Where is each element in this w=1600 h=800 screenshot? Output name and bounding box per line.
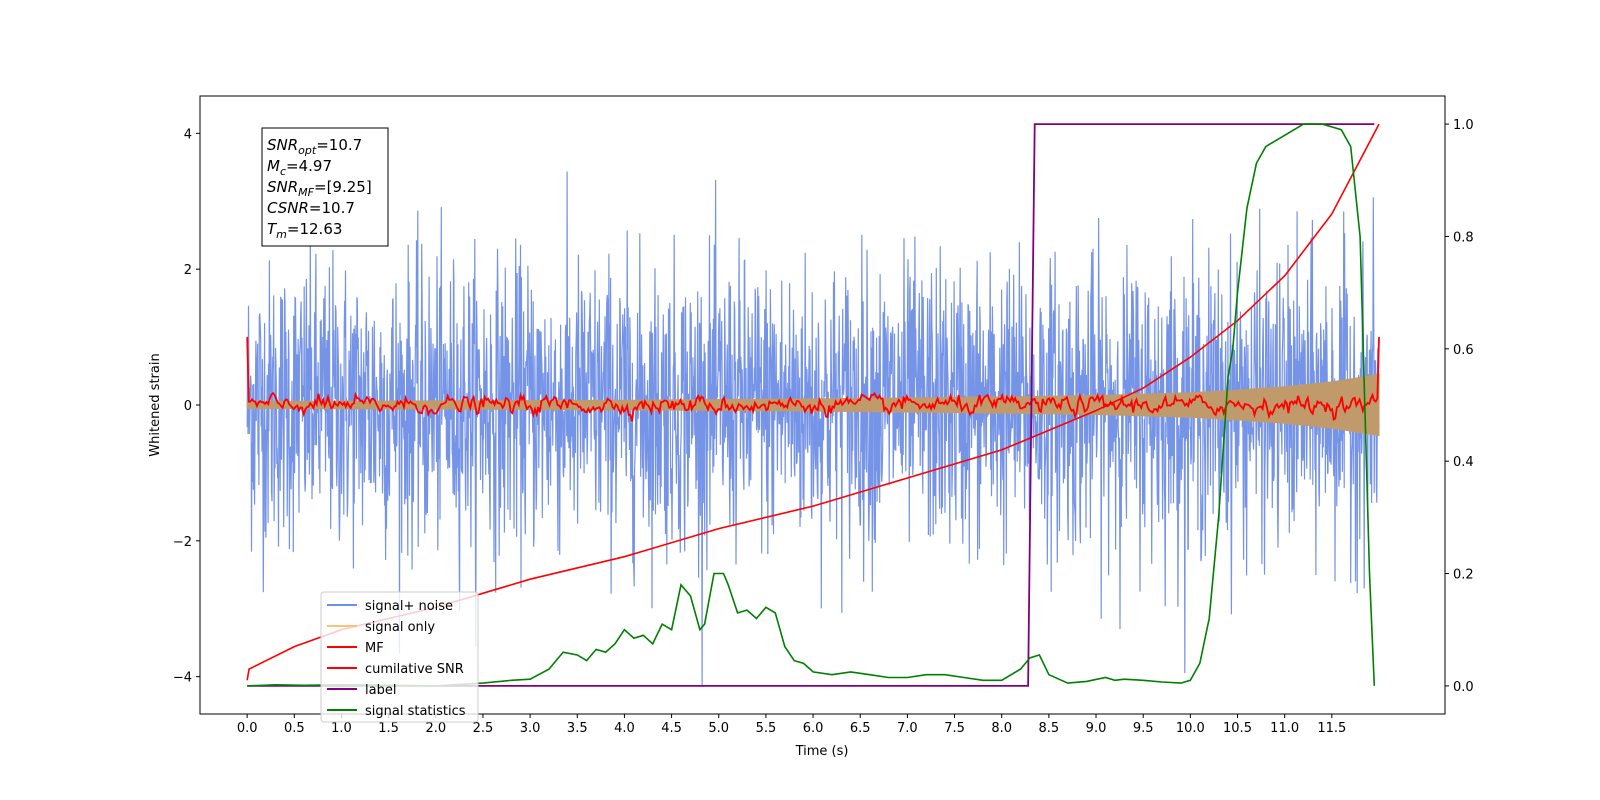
x-tick-label: 8.5	[1039, 721, 1060, 736]
x-tick-label: 6.5	[850, 721, 871, 736]
series-signal-statistics	[247, 123, 1376, 687]
series-mf	[246, 337, 1380, 422]
stats-line: Mc=4.97	[267, 157, 332, 178]
legend-entry: signal statistics	[327, 704, 466, 719]
y2-tick-label: 0.4	[1453, 455, 1474, 470]
x-tick-label: 4.5	[661, 721, 682, 736]
y-tick-label: 2	[184, 263, 192, 278]
y2-tick-label: 0.6	[1453, 343, 1474, 358]
x-tick-label: 5.5	[756, 721, 777, 736]
stats-line: SNRopt=10.7	[267, 136, 362, 157]
series-signal-noise	[246, 171, 1380, 687]
x-tick-label: 7.5	[944, 721, 965, 736]
legend-entry: signal+ noise	[327, 599, 453, 614]
x-tick-label: 4.0	[614, 721, 635, 736]
legend-entry: MF	[327, 641, 384, 656]
y-axis-label: Whitened strain	[148, 353, 163, 456]
series-label	[247, 123, 1375, 687]
stats-line: Tm=12.63	[267, 220, 342, 241]
y2-tick-label: 0.2	[1453, 568, 1474, 583]
x-tick-label: 3.0	[520, 721, 541, 736]
x-tick-label: 9.0	[1086, 721, 1107, 736]
y2-tick-label: 1.0	[1453, 118, 1474, 133]
x-tick-label: 11.0	[1270, 721, 1299, 736]
y2-tick-label: 0.8	[1453, 230, 1474, 245]
stats-line: CSNR=10.7	[267, 199, 355, 217]
y2-tick-label: 0.0	[1453, 680, 1474, 695]
legend-entry: cumilative SNR	[327, 662, 464, 677]
x-tick-label: 1.5	[378, 721, 399, 736]
y-tick-label: −4	[173, 671, 192, 686]
ticks-layer: 0.0 0.5 1.0 1.5 2.0 2.5 3.0 3.5 4.0 4.5 5.0 5.5 6.0 6…	[173, 118, 1474, 736]
x-tick-label: 0.5	[284, 721, 305, 736]
y-tick-label: 4	[184, 127, 192, 142]
x-tick-label: 11.5	[1317, 721, 1346, 736]
x-tick-label: 10.5	[1223, 721, 1252, 736]
x-tick-label: 5.0	[708, 721, 729, 736]
stats-line: SNRMF=[9.25]	[267, 178, 372, 199]
x-tick-label: 8.0	[991, 721, 1012, 736]
legend-label: label	[365, 683, 396, 698]
x-tick-label: 6.0	[803, 721, 824, 736]
legend-entry: label	[327, 683, 396, 698]
x-tick-label: 9.5	[1133, 721, 1154, 736]
x-tick-label: 3.5	[567, 721, 588, 736]
x-tick-label: 0.0	[237, 721, 258, 736]
stats-box-frame	[261, 127, 389, 247]
legend-label: signal statistics	[365, 704, 466, 719]
legend-entry: signal only	[327, 620, 435, 635]
legend-label: cumilative SNR	[365, 662, 464, 677]
legend-label: signal only	[365, 620, 435, 635]
x-tick-label: 2.0	[425, 721, 446, 736]
legend: signal+ noise signal only MF cumilative SNR…	[320, 591, 479, 723]
x-tick-label: 7.0	[897, 721, 918, 736]
legend-label: signal+ noise	[365, 599, 453, 614]
y-tick-label: −2	[173, 535, 192, 550]
x-axis-label: Time (s)	[795, 744, 849, 759]
x-tick-label: 2.5	[473, 721, 494, 736]
y-tick-label: 0	[184, 399, 192, 414]
legend-frame	[320, 591, 479, 723]
x-tick-label: 1.0	[331, 721, 352, 736]
x-tick-label: 10.0	[1176, 721, 1205, 736]
legend-label: MF	[365, 641, 384, 656]
